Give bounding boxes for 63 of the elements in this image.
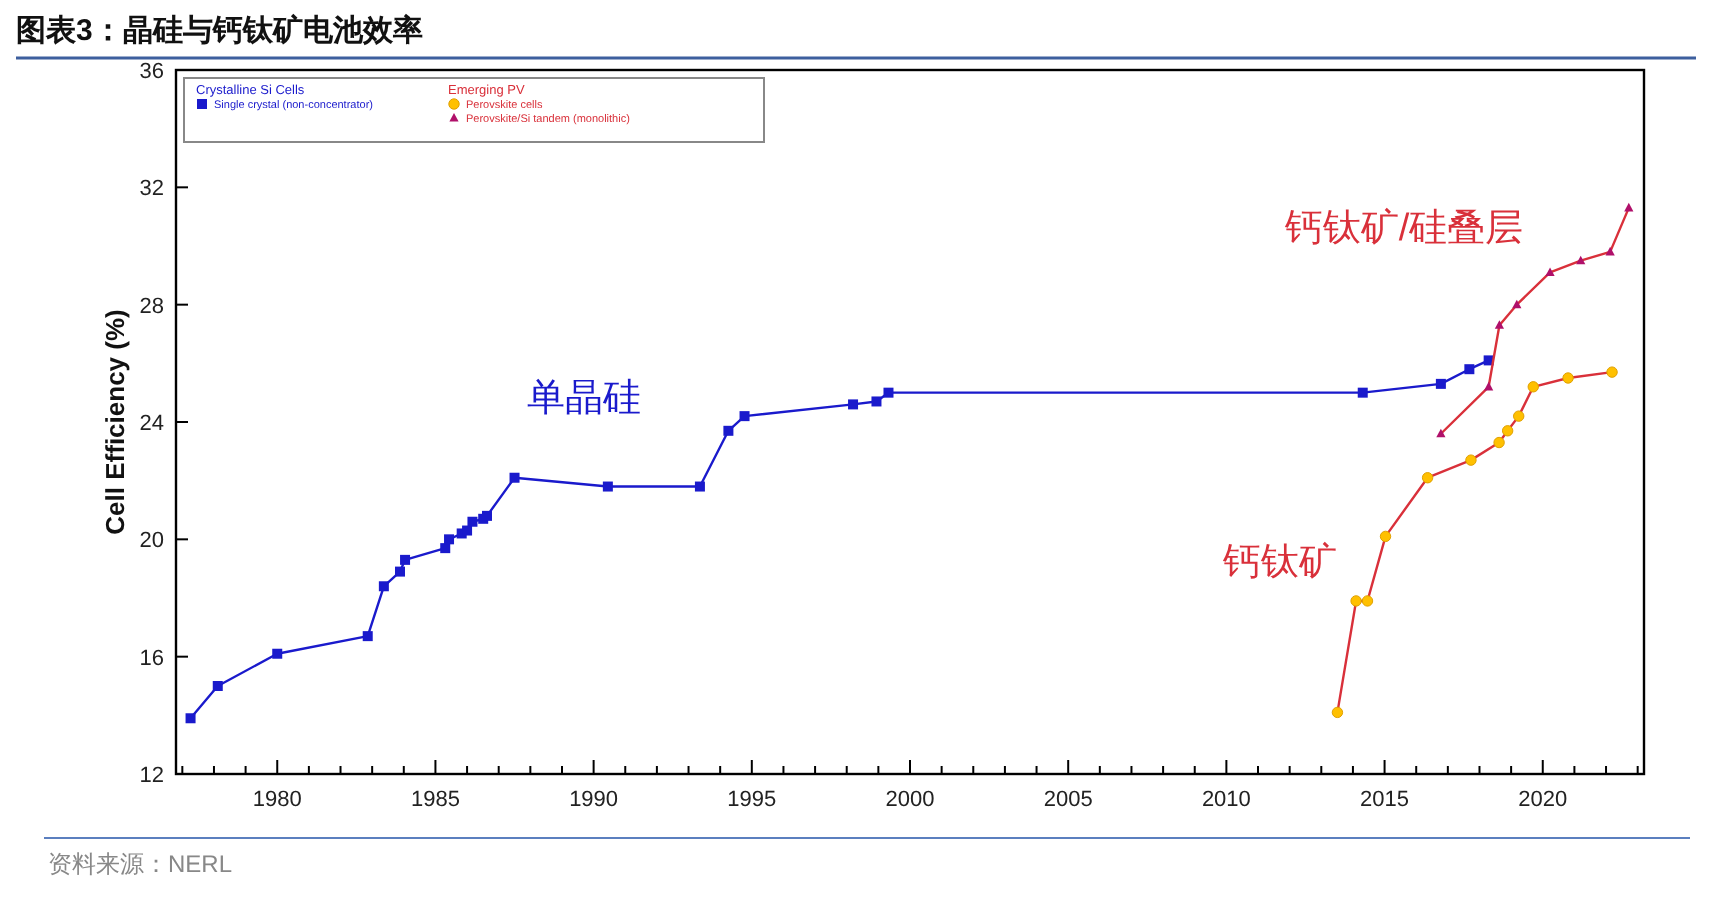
y-tick-label: 20 <box>139 529 164 554</box>
y-tick-label: 16 <box>139 646 164 671</box>
point <box>212 681 223 691</box>
x-tick-label: 2020 <box>1518 788 1568 812</box>
point <box>378 581 389 592</box>
point <box>602 481 613 492</box>
point <box>1350 595 1362 607</box>
point <box>1464 364 1475 375</box>
point <box>848 399 859 410</box>
point <box>462 525 473 536</box>
point <box>871 396 882 407</box>
point <box>185 713 196 724</box>
y-tick-label: 36 <box>139 60 164 84</box>
point <box>509 472 520 483</box>
point <box>440 543 451 554</box>
x-tick-label: 1995 <box>727 788 777 812</box>
point <box>1606 366 1618 378</box>
x-tick-label: 1990 <box>569 788 619 812</box>
point <box>1545 267 1555 276</box>
annotation: 钙钛矿 <box>1221 540 1337 584</box>
point <box>1527 381 1539 393</box>
point <box>1494 320 1505 329</box>
point <box>400 554 411 565</box>
point <box>1624 202 1634 212</box>
point <box>1361 595 1374 607</box>
x-tick-label: 2005 <box>1043 788 1093 812</box>
y-tick-label: 28 <box>139 294 164 319</box>
point <box>1357 387 1368 398</box>
x-tick-label: 2015 <box>1360 788 1410 812</box>
point <box>395 566 405 577</box>
point <box>1513 410 1525 422</box>
point <box>1331 706 1344 719</box>
y-tick-label: 32 <box>139 177 164 202</box>
text: 资料来源：NERL <box>48 850 233 878</box>
point <box>1421 472 1434 484</box>
y-tick-label: 24 <box>139 412 164 436</box>
point <box>362 631 373 642</box>
annotation: 钙钛矿/硅叠层 <box>1282 206 1524 250</box>
point <box>1484 381 1494 391</box>
point <box>444 534 455 545</box>
y-tick-label: 12 <box>139 764 164 788</box>
chart-title: 图表3：晶硅与钙钛矿电池效率 <box>16 12 423 48</box>
x-tick-label: 1985 <box>410 788 460 812</box>
point <box>1501 425 1514 437</box>
y-axis-title: Cell Efficiency (%) <box>100 309 130 535</box>
point <box>1465 454 1477 466</box>
point <box>1512 299 1522 309</box>
x-tick-label: 2000 <box>885 788 935 812</box>
point <box>1379 530 1392 543</box>
point <box>272 648 283 659</box>
point <box>739 411 750 422</box>
point <box>1435 378 1446 389</box>
point <box>1562 372 1574 384</box>
point <box>883 387 894 398</box>
point <box>1576 255 1586 265</box>
x-tick-label: 1980 <box>252 788 302 812</box>
point <box>1436 428 1446 438</box>
point <box>694 481 705 492</box>
point <box>1493 436 1505 449</box>
x-tick-label: 2010 <box>1201 788 1251 812</box>
annotation: 单晶硅 <box>527 378 641 420</box>
point <box>723 425 734 436</box>
point <box>467 516 478 527</box>
